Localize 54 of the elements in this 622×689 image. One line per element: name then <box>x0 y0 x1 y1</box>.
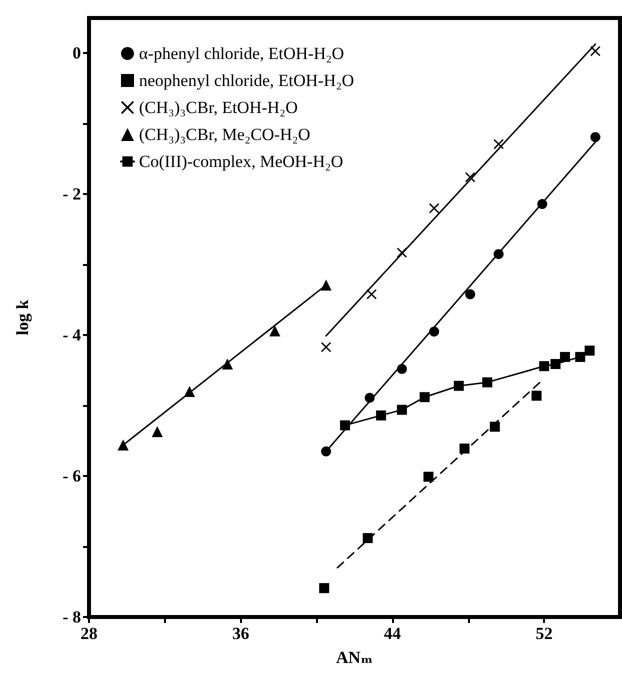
point <box>222 358 233 370</box>
legend-label: (CH₃)₃CBr, EtOH-H₂O <box>139 98 298 117</box>
point <box>560 352 570 362</box>
legend-label: α-phenyl chloride, EtOH-H₂O <box>139 44 344 63</box>
point <box>590 132 600 142</box>
point <box>454 380 464 391</box>
y-tick-label: - 8 <box>62 608 81 626</box>
x-tick-label: 52 <box>536 624 553 643</box>
legend-label: (CH₃)₃CBr, Me₂CO-H₂O <box>139 125 310 144</box>
point <box>396 248 407 258</box>
point <box>184 386 196 397</box>
x-axis-title: ANₘ <box>336 648 373 667</box>
point <box>319 583 330 594</box>
point <box>532 390 542 401</box>
point <box>584 346 595 356</box>
point <box>550 359 561 370</box>
point <box>429 326 440 337</box>
point <box>420 392 430 402</box>
point <box>320 280 332 291</box>
point <box>494 249 504 260</box>
point <box>396 404 407 415</box>
point <box>152 426 163 438</box>
point <box>490 422 500 432</box>
point <box>396 364 407 374</box>
y-tick-label: - 6 <box>62 466 81 486</box>
legend-label: Co(III)-complex, MeOH-H₂O <box>139 152 344 171</box>
point <box>459 444 470 454</box>
point <box>537 199 548 210</box>
point <box>362 533 373 544</box>
point <box>269 325 280 336</box>
point <box>539 361 550 372</box>
point <box>340 420 350 430</box>
point <box>423 472 434 482</box>
point <box>575 352 586 362</box>
point <box>590 46 600 56</box>
point <box>118 440 129 451</box>
point <box>465 289 476 300</box>
point <box>366 289 377 300</box>
x-tick-label: 44 <box>384 624 402 643</box>
point <box>429 203 440 214</box>
point <box>376 410 386 420</box>
point <box>465 172 476 182</box>
y-tick-label: - 2 <box>62 184 81 204</box>
x-tick-label: 28 <box>80 624 98 643</box>
legend-label: neophenyl chloride, EtOH-H₂O <box>139 71 354 90</box>
y-axis-title: log k <box>13 299 32 336</box>
point <box>321 446 332 456</box>
point <box>364 392 375 403</box>
point <box>494 139 504 150</box>
point <box>482 377 492 388</box>
x-tick-label: 36 <box>232 624 250 643</box>
y-tick-label: - 4 <box>62 326 82 345</box>
point <box>321 342 332 352</box>
y-tick-label: 0 <box>72 44 81 63</box>
